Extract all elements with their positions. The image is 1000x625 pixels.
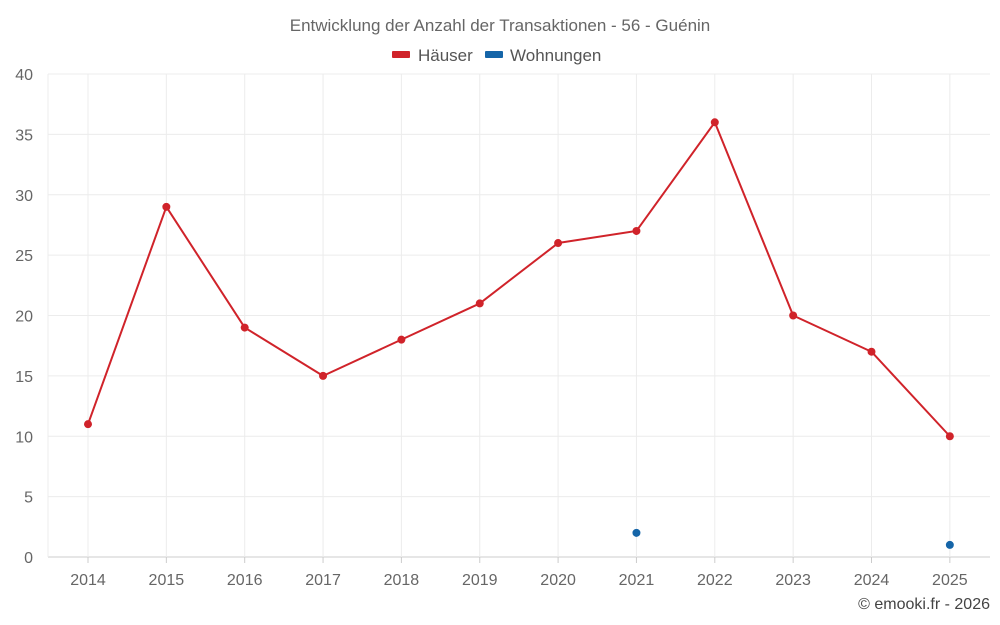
x-tick-label: 2021: [619, 572, 655, 589]
series-wohnungen: [632, 528, 954, 549]
data-point-haeuser-2017[interactable]: [319, 371, 328, 380]
legend-label-wohnungen: Wohnungen: [510, 46, 601, 65]
data-point-haeuser-2016[interactable]: [240, 323, 249, 332]
x-tick-label: 2017: [305, 572, 341, 589]
data-point-haeuser-2021[interactable]: [632, 226, 641, 235]
series-line-haeuser: [87, 121, 951, 437]
x-tick-label: 2016: [227, 572, 263, 589]
x-tick-label: 2025: [932, 572, 968, 589]
series: [84, 118, 954, 549]
data-point-haeuser-2018[interactable]: [397, 335, 406, 344]
legend-item-haeuser[interactable]: Häuser: [392, 46, 473, 65]
y-tick-label: 40: [15, 67, 33, 84]
legend: Häuser Wohnungen: [392, 46, 601, 65]
y-tick-label: 25: [15, 248, 33, 265]
y-tick-label: 20: [15, 309, 33, 326]
data-point-haeuser-2020[interactable]: [554, 239, 563, 248]
y-tick-label: 5: [24, 490, 33, 507]
data-point-haeuser-2019[interactable]: [475, 299, 484, 308]
y-tick-label: 15: [15, 369, 33, 386]
y-tick-label: 0: [24, 550, 33, 567]
data-point-wohnungen-2025[interactable]: [945, 540, 954, 549]
data-point-haeuser-2014[interactable]: [84, 420, 92, 429]
x-tick-label: 2018: [384, 572, 420, 589]
y-tick-label: 35: [15, 127, 33, 144]
x-axis: 2014 2015 2016 2017 2018 2019 2020 2021 2022 2023…: [70, 557, 968, 589]
x-tick-label: 2019: [462, 572, 498, 589]
series-haeuser: [84, 118, 954, 441]
x-tick-label: 2014: [70, 572, 106, 589]
y-tick-label: 10: [15, 429, 33, 446]
data-point-haeuser-2022[interactable]: [710, 118, 719, 127]
data-point-haeuser-2023[interactable]: [789, 311, 798, 320]
x-tick-label: 2015: [149, 572, 185, 589]
credit-text: © emooki.fr - 2026: [858, 596, 990, 613]
data-point-haeuser-2015[interactable]: [162, 202, 171, 211]
data-point-wohnungen-2021[interactable]: [632, 528, 641, 537]
chart-title: Entwicklung der Anzahl der Transaktionen…: [290, 16, 711, 35]
data-point-haeuser-2024[interactable]: [867, 347, 876, 356]
grid: [47, 73, 990, 558]
legend-item-wohnungen[interactable]: Wohnungen: [485, 46, 601, 65]
y-axis: 0 5 10 15 20 25 30 35 40: [15, 67, 33, 567]
data-point-haeuser-2025[interactable]: [945, 432, 954, 441]
x-tick-label: 2022: [697, 572, 733, 589]
x-tick-label: 2020: [540, 572, 576, 589]
legend-swatch-wohnungen: [485, 51, 503, 58]
legend-label-haeuser: Häuser: [418, 46, 473, 65]
x-tick-label: 2024: [854, 572, 890, 589]
x-tick-label: 2023: [775, 572, 811, 589]
legend-swatch-haeuser: [392, 51, 410, 58]
y-tick-label: 30: [15, 188, 33, 205]
